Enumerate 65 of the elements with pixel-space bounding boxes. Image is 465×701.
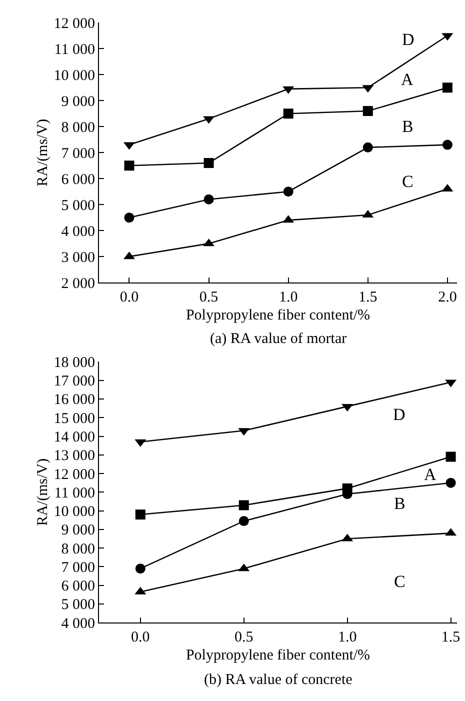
y-tick-label: 8 000 bbox=[61, 120, 95, 136]
y-tick-label: 4 000 bbox=[61, 224, 95, 240]
y-tick-label: 11 000 bbox=[54, 42, 95, 58]
x-tick-label: 0.0 bbox=[120, 290, 139, 306]
x-tick-label: 2.0 bbox=[438, 290, 457, 306]
point bbox=[283, 186, 294, 197]
point bbox=[442, 82, 452, 93]
y-tick-label: 6 000 bbox=[61, 172, 95, 188]
point bbox=[238, 516, 249, 526]
y-tick-label: 10 000 bbox=[54, 504, 95, 520]
point bbox=[283, 108, 294, 119]
y-axis-title: RA/(ms/V) bbox=[35, 458, 51, 526]
y-tick-label: 14 000 bbox=[54, 430, 95, 446]
text: C bbox=[394, 572, 406, 591]
series-label: D bbox=[393, 405, 406, 424]
point bbox=[204, 158, 214, 168]
series-label: A bbox=[401, 70, 414, 89]
series-label: D bbox=[402, 30, 414, 49]
point bbox=[362, 106, 373, 116]
point bbox=[204, 194, 214, 204]
point bbox=[442, 140, 452, 150]
point bbox=[124, 212, 134, 223]
y-tick-label: 5 000 bbox=[61, 597, 95, 614]
y-tick-label: 9 000 bbox=[61, 94, 95, 110]
y-tick-label: 7 000 bbox=[61, 560, 95, 576]
x-tick-label: 0.0 bbox=[131, 630, 150, 646]
text: (b) RA value of concrete bbox=[204, 672, 353, 688]
series-label: B bbox=[402, 117, 414, 136]
y-tick-label: 5 000 bbox=[61, 198, 95, 214]
y-tick-label: 13 000 bbox=[54, 448, 95, 464]
text: (a) RA value of mortar bbox=[210, 331, 347, 347]
y-tick-label: 2 000 bbox=[61, 276, 95, 292]
y-tick-label: 7 000 bbox=[61, 146, 95, 162]
y-tick-label: 11 000 bbox=[54, 485, 95, 502]
x-axis-title: Polypropylene fiber content/% bbox=[186, 308, 370, 324]
series-label: B bbox=[394, 494, 406, 513]
y-axis-title: RA/(ms/V) bbox=[35, 118, 51, 186]
y-tick-label: 12 000 bbox=[54, 466, 95, 483]
y-tick-label: 3 000 bbox=[61, 250, 95, 266]
x-tick-label: 1.5 bbox=[441, 630, 460, 646]
point bbox=[135, 564, 146, 574]
series-label: A bbox=[424, 465, 437, 484]
y-tick-label: 18 000 bbox=[54, 354, 95, 371]
point bbox=[446, 478, 456, 488]
x-tick-label: 1.0 bbox=[338, 630, 357, 646]
x-axis-title: Polypropylene fiber content/% bbox=[186, 648, 370, 664]
y-tick-label: 17 000 bbox=[54, 374, 95, 390]
y-tick-label: 4 000 bbox=[61, 616, 95, 632]
x-tick-label: 0.5 bbox=[234, 630, 254, 646]
point bbox=[135, 510, 146, 520]
y-tick-label: 9 000 bbox=[61, 522, 95, 539]
point bbox=[362, 142, 373, 152]
point bbox=[446, 452, 456, 462]
x-tick-label: 0.5 bbox=[199, 290, 218, 306]
y-tick-label: 8 000 bbox=[61, 541, 95, 558]
y-tick-label: 16 000 bbox=[54, 392, 95, 408]
y-tick-label: 12 000 bbox=[54, 16, 95, 32]
x-tick-label: 1.0 bbox=[278, 290, 298, 306]
point bbox=[124, 160, 134, 171]
y-tick-label: 15 000 bbox=[54, 410, 95, 427]
series-label: C bbox=[402, 172, 414, 191]
y-tick-label: 6 000 bbox=[61, 578, 95, 595]
y-tick-label: 10 000 bbox=[54, 68, 95, 84]
point bbox=[238, 500, 249, 510]
x-tick-label: 1.5 bbox=[358, 290, 378, 306]
